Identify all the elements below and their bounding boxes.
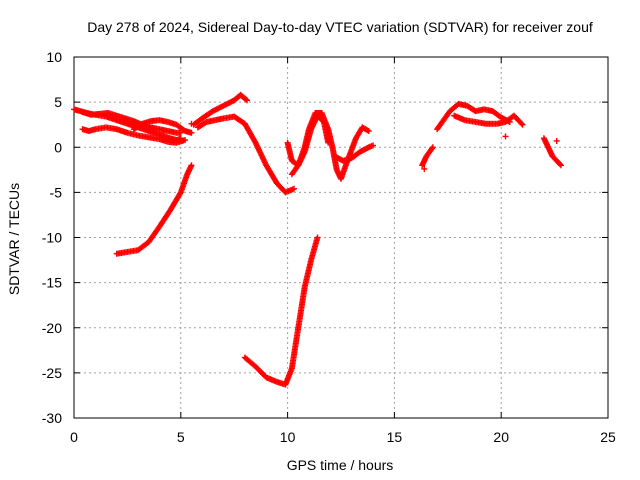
series-arc-h <box>331 142 377 164</box>
y-tick-label: -15 <box>42 275 62 291</box>
data-point <box>519 121 526 128</box>
series-arc-g <box>284 109 372 182</box>
y-tick-label: -20 <box>42 320 62 336</box>
data-point <box>518 120 525 127</box>
series-arc-m <box>434 100 513 133</box>
data-point <box>188 120 195 127</box>
chart-title: Day 278 of 2024, Sidereal Day-to-day VTE… <box>87 19 593 35</box>
x-tick-label: 25 <box>600 429 616 445</box>
data-point <box>188 162 195 169</box>
grid-layer <box>74 57 608 418</box>
x-tick-label: 5 <box>177 429 185 445</box>
data-point <box>428 145 435 152</box>
y-axis-label: SDTVAR / TECUs <box>6 183 22 295</box>
series-arc-l <box>419 144 436 169</box>
x-tick-label: 20 <box>493 429 509 445</box>
data-point <box>370 142 377 149</box>
series-arc-e <box>190 91 251 128</box>
data-point <box>365 128 372 135</box>
series-arc-d <box>130 117 195 136</box>
data-point <box>314 234 321 241</box>
data-point <box>502 133 509 140</box>
data-point <box>177 190 184 197</box>
y-tick-label: 0 <box>54 139 62 155</box>
data-point <box>558 162 565 169</box>
data-point <box>553 137 560 144</box>
data-point <box>188 129 195 136</box>
data-point <box>421 165 428 172</box>
data-point <box>182 137 189 144</box>
data-point <box>291 185 298 192</box>
series-arc-o <box>540 135 565 169</box>
x-tick-label: 10 <box>280 429 296 445</box>
y-tick-label: 5 <box>54 94 62 110</box>
series-arc-f <box>194 113 298 196</box>
tick-layer: 0 5 10 15 20 25 -30 -25 -20 -15 -10 -5 0 5 10 <box>42 49 616 445</box>
y-tick-label: 10 <box>46 49 62 65</box>
y-tick-label: -30 <box>42 410 62 426</box>
series-isolated <box>188 120 560 172</box>
data-point <box>244 97 251 104</box>
series-arc-j <box>113 162 195 257</box>
data-point <box>556 161 563 168</box>
x-tick-label: 15 <box>387 429 403 445</box>
y-tick-label: -10 <box>42 230 62 246</box>
series-arc-k <box>241 234 321 388</box>
data-point <box>242 96 249 103</box>
x-tick-label: 0 <box>70 429 78 445</box>
data-point <box>429 144 436 151</box>
series-arc-n <box>451 112 526 128</box>
series-arc-c <box>79 124 189 146</box>
data-point <box>364 127 371 134</box>
series-arc-i <box>288 112 332 178</box>
y-tick-label: -5 <box>50 184 63 200</box>
data-point <box>325 139 332 146</box>
point-layer <box>71 91 565 388</box>
y-tick-label: -25 <box>42 365 62 381</box>
x-axis-label: GPS time / hours <box>287 457 394 473</box>
